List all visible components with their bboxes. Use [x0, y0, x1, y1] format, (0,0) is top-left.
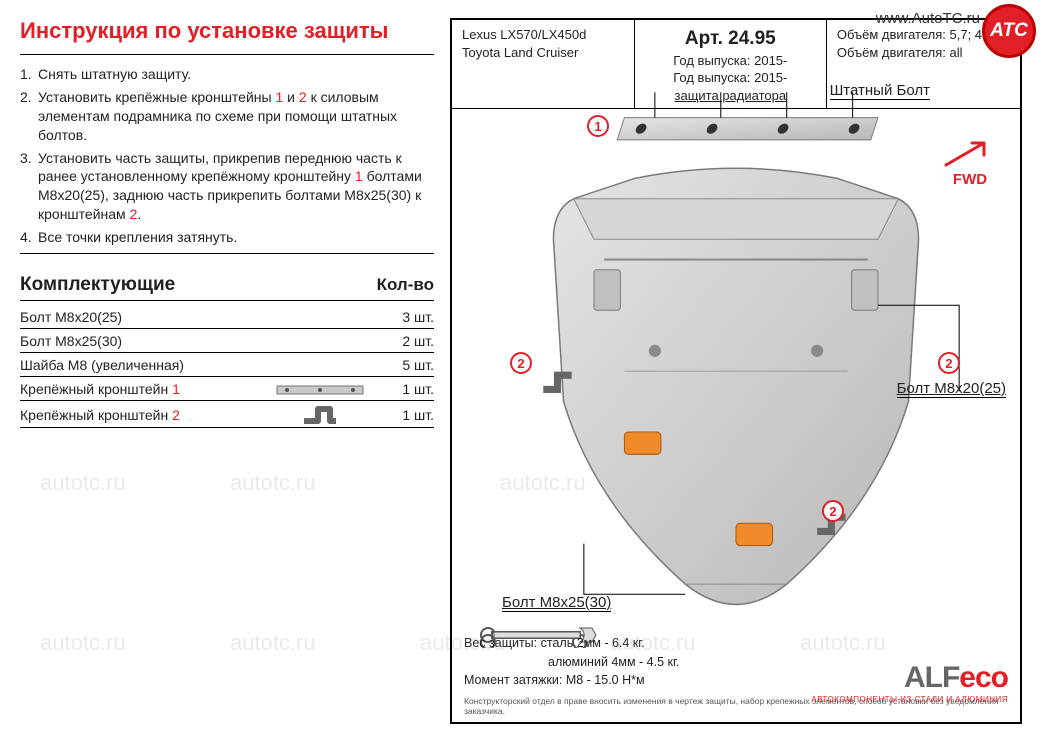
marker-2: 2 — [510, 352, 532, 374]
table-row: Крепёжный кронштейн 1 1 шт. — [20, 377, 434, 401]
table-row: Болт М8х25(30)2 шт. — [20, 329, 434, 353]
parts-table: Болт М8х20(25)3 шт. Болт М8х25(30)2 шт. … — [20, 305, 434, 428]
marker-2: 2 — [938, 352, 960, 374]
rule — [20, 253, 434, 254]
fwd-arrow: FWD — [940, 135, 1000, 188]
left-column: Инструкция по установке защиты 1.Снять ш… — [20, 18, 450, 724]
step: 3. Установить часть защиты, прикрепив пе… — [20, 149, 434, 225]
label-bolt-m8x20: Болт М8х20(25) — [897, 380, 1006, 398]
marker-1: 1 — [587, 115, 609, 137]
page-title: Инструкция по установке защиты — [20, 18, 434, 44]
rule — [20, 300, 434, 301]
marker-2: 2 — [822, 500, 844, 522]
table-row: Крепёжный кронштейн 2 1 шт. — [20, 401, 434, 428]
parts-heading: Комплектующие Кол-во — [20, 274, 434, 296]
right-panel: Lexus LX570/LX450d Toyota Land Cruiser А… — [450, 18, 1022, 724]
step: 2. Установить крепёжные кронштейны 1 и 2… — [20, 88, 434, 145]
step: 4.Все точки крепления затянуть. — [20, 228, 434, 247]
brand-logo: ALFeco АВТОКОМПОНЕНТЫ ИЗ СТАЛИ И АЛЮМИНИ… — [811, 661, 1008, 704]
table-row: Болт М8х20(25)3 шт. — [20, 305, 434, 329]
site-url: www.AutoTC.ru — [876, 10, 980, 27]
table-row: Шайба М8 (увеличенная)5 шт. — [20, 353, 434, 377]
step: 1.Снять штатную защиту. — [20, 65, 434, 84]
label-bolt-m8x25: Болт М8х25(30) — [502, 594, 611, 612]
site-logo-icon: ATC — [982, 4, 1036, 58]
bracket1-icon — [268, 377, 372, 401]
instructions: 1.Снять штатную защиту. 2. Установить кр… — [20, 65, 434, 247]
rule — [20, 54, 434, 55]
skid-plate-icon — [452, 80, 1020, 642]
label-shtat-bolt: Штатный Болт — [830, 82, 930, 100]
diagram: FWD 1 2 2 2 Штатный Болт Болт М8х20(25) … — [452, 80, 1020, 642]
page: Инструкция по установке защиты 1.Снять ш… — [0, 0, 1042, 740]
bracket2-icon — [268, 401, 372, 428]
